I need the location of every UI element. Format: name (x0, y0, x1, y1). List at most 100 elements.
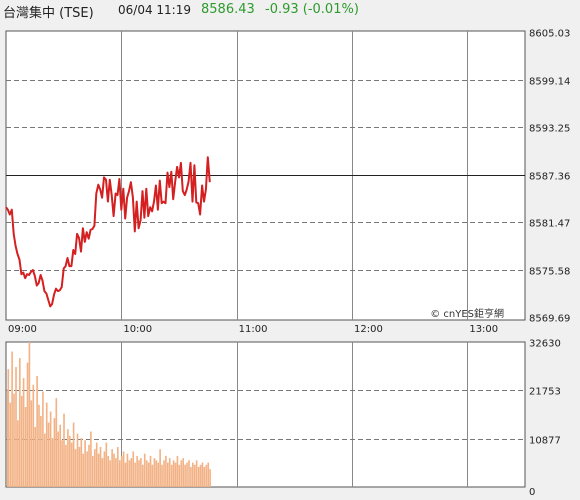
volume-bar (90, 431, 92, 487)
volume-bar (95, 442, 98, 487)
volume-bar (61, 440, 63, 487)
volume-bar (17, 420, 19, 487)
volume-bar (140, 458, 142, 487)
volume-bar (15, 367, 17, 487)
price-tick-label: 8587.36 (529, 172, 570, 183)
stock-name: 台灣集中 (TSE) (3, 6, 94, 21)
volume-bar (190, 467, 192, 487)
volume-bar (32, 384, 35, 487)
watermark: © cnYES鉅亨網 (430, 307, 504, 320)
volume-bar (186, 462, 188, 487)
volume-bar (74, 449, 77, 487)
volume-bar (28, 342, 31, 487)
volume-bar (205, 464, 208, 487)
volume-bar (111, 449, 113, 487)
volume-bar (184, 464, 186, 487)
volume-bar (113, 453, 115, 487)
quote-time: 06/04 11:19 (118, 3, 191, 17)
volume-bar (157, 462, 160, 487)
volume-bar (147, 462, 150, 487)
volume-bar (120, 455, 123, 487)
volume-bar (130, 458, 133, 487)
volume-bar (94, 449, 96, 487)
volume-bar (49, 411, 52, 487)
volume-bar (145, 460, 148, 487)
volume-bar (65, 444, 67, 487)
last-price: 8586.43 (201, 2, 255, 17)
volume-bar (78, 447, 81, 487)
volume-bar (143, 453, 146, 487)
volume-bar (165, 455, 167, 487)
volume-bar (11, 351, 13, 487)
volume-bar (86, 451, 88, 487)
volume-bar (84, 440, 86, 487)
volume-bar (70, 442, 73, 487)
volume-bar (161, 464, 163, 487)
volume-bar (53, 418, 56, 487)
volume-bar (170, 464, 173, 487)
volume-bar (55, 398, 58, 487)
volume-bar (42, 391, 44, 487)
volume-bar (132, 451, 135, 487)
volume-bar (36, 375, 38, 487)
volume-bar (188, 460, 190, 487)
volume-bar (151, 464, 154, 487)
time-tick-label: 09:00 (8, 324, 37, 335)
volume-bar (155, 460, 158, 487)
volume-bar (119, 460, 121, 487)
volume-bar (97, 453, 100, 487)
price-change: -0.93 (-0.01%) (265, 2, 359, 17)
volume-bar (199, 464, 202, 487)
volume-bar (103, 451, 106, 487)
volume-bar (136, 455, 138, 487)
volume-bar (172, 460, 175, 487)
volume-bar (176, 455, 179, 487)
time-tick-label: 10:00 (123, 324, 152, 335)
price-tick-label: 8581.47 (529, 219, 570, 230)
volume-bar (38, 404, 40, 487)
volume-bar (34, 427, 37, 487)
volume-bar (7, 369, 10, 487)
volume-tick-label: 0 (529, 487, 535, 498)
volume-bar (67, 429, 69, 487)
volume-bar (101, 458, 104, 487)
volume-bar (99, 447, 102, 487)
time-tick-label: 13:00 (469, 324, 498, 335)
volume-bar (197, 467, 200, 487)
volume-bar (182, 458, 185, 487)
volume-bar (63, 413, 65, 487)
volume-bar (69, 435, 71, 487)
volume-bar (24, 407, 27, 487)
volume-bar (193, 464, 196, 487)
volume-bar (124, 462, 127, 487)
price-tick-label: 8599.14 (529, 77, 570, 88)
volume-bar (88, 444, 90, 487)
volume-bar (122, 451, 125, 487)
volume-bar (134, 462, 136, 487)
time-tick-label: 12:00 (354, 324, 383, 335)
volume-bar (163, 460, 165, 487)
volume-bar (128, 460, 131, 487)
volume-bar (92, 455, 94, 487)
volume-bar (72, 422, 75, 487)
volume-bar (22, 378, 25, 487)
volume-bar (19, 358, 21, 487)
time-tick-label: 11:00 (239, 324, 268, 335)
volume-bar (167, 462, 169, 487)
price-panel: 8605.03 8599.14 8593.25 8587.36 8581.47 8575.… (5, 29, 570, 335)
volume-bar (149, 455, 152, 487)
volume-bar (178, 464, 181, 487)
volume-bar (57, 431, 60, 487)
volume-bar (30, 400, 33, 487)
volume-bar (117, 447, 119, 487)
volume-bar (174, 462, 177, 487)
volume-bar (9, 402, 12, 487)
volume-bar (159, 449, 161, 487)
volume-bar (180, 460, 183, 487)
volume-bar (13, 393, 15, 487)
volume-bar (115, 458, 117, 487)
volume-bar (47, 422, 50, 487)
volume-bar (59, 424, 62, 487)
quote-header: 台灣集中 (TSE) 06/04 11:19 8586.43 -0.93 (-0… (0, 0, 580, 22)
